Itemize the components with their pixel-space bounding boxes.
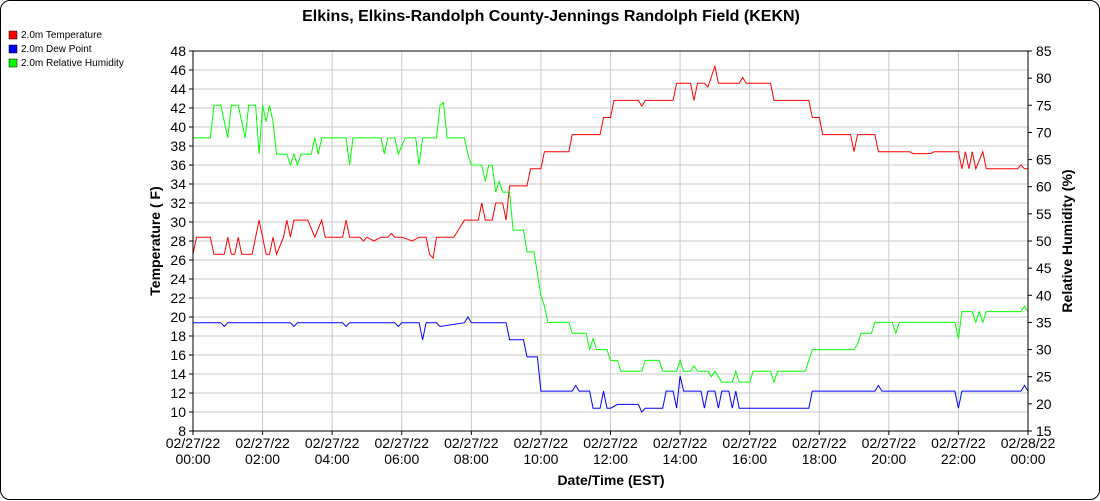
left-tick-label: 46 [170,62,186,78]
series-layer [192,64,1029,413]
legend-swatch-temperature [8,30,18,40]
left-tick-label: 36 [170,157,186,173]
left-axis-label: Temperature ( F) [147,186,163,295]
x-tick-time: 00:00 [1010,451,1045,467]
legend-swatch-dew-point [8,44,18,54]
x-tick-date: 02/27/22 [444,435,499,451]
left-tick-label: 32 [170,195,186,211]
right-axis: 15 20 25 30 35 40 45 50 55 60 65 70 75 80 85 [1028,43,1052,439]
right-tick-label: 50 [1036,233,1052,249]
left-tick-label: 34 [170,176,186,192]
left-tick-label: 20 [170,309,186,325]
x-tick-time: 02:00 [245,451,280,467]
left-tick-label: 18 [170,328,186,344]
left-tick-label: 42 [170,100,186,116]
right-tick-label: 65 [1036,152,1052,168]
x-tick-time: 00:00 [175,451,210,467]
x-tick-date: 02/27/22 [235,435,290,451]
x-tick-date: 02/27/22 [931,435,986,451]
right-tick-label: 70 [1036,124,1052,140]
series-relative-humidity-line [193,101,1029,384]
x-tick-date: 02/27/22 [514,435,569,451]
right-tick-label: 85 [1036,43,1052,59]
right-tick-label: 30 [1036,342,1052,358]
series-dew-point-line [193,316,1029,413]
left-tick-label: 16 [170,347,186,363]
left-axis: 8 10 12 14 16 18 20 22 24 26 28 30 32 34 36 38 40 42 44 46 4… [170,43,193,439]
legend: 2.0m Temperature 2.0m Dew Point 2.0m Rel… [8,30,124,69]
legend-label-temperature: 2.0m Temperature [21,30,102,41]
x-tick-time: 22:00 [941,451,976,467]
right-tick-label: 55 [1036,206,1052,222]
right-tick-label: 60 [1036,179,1052,195]
x-tick-time: 08:00 [454,451,489,467]
left-tick-label: 26 [170,252,186,268]
legend-label-dew-point: 2.0m Dew Point [21,44,92,55]
x-tick-time: 20:00 [871,451,906,467]
right-tick-label: 75 [1036,97,1052,113]
right-axis-label: Relative Humidity (%) [1059,169,1075,312]
legend-swatch-relative-humidity [8,58,18,68]
x-tick-time: 16:00 [732,451,767,467]
x-tick-time: 06:00 [384,451,419,467]
left-tick-label: 10 [170,404,186,420]
x-tick-date: 02/27/22 [305,435,360,451]
left-tick-label: 30 [170,214,186,230]
left-tick-label: 8 [178,423,186,439]
x-tick-time: 14:00 [663,451,698,467]
x-axis: 02/27/2200:0002/27/2202:0002/27/2204:000… [166,431,1056,467]
x-tick-time: 12:00 [593,451,628,467]
x-tick-date: 02/28/22 [1001,435,1056,451]
right-tick-label: 20 [1036,396,1052,412]
x-tick-date: 02/27/22 [792,435,847,451]
left-tick-label: 14 [170,366,186,382]
right-tick-label: 25 [1036,369,1052,385]
left-tick-label: 38 [170,138,186,154]
x-axis-label: Date/Time (EST) [557,472,664,488]
x-tick-date: 02/27/22 [166,435,221,451]
x-tick-date: 02/27/22 [862,435,917,451]
right-tick-label: 35 [1036,314,1052,330]
x-tick-time: 10:00 [523,451,558,467]
left-tick-label: 28 [170,233,186,249]
right-tick-label: 80 [1036,70,1052,86]
left-tick-label: 12 [170,385,186,401]
right-tick-label: 15 [1036,423,1052,439]
left-tick-label: 48 [170,43,186,59]
grid [192,50,1029,432]
x-tick-date: 02/27/22 [722,435,777,451]
x-tick-date: 02/27/22 [375,435,430,451]
x-tick-time: 04:00 [315,451,350,467]
x-tick-date: 02/27/22 [653,435,708,451]
right-tick-label: 40 [1036,287,1052,303]
x-tick-time: 18:00 [802,451,837,467]
right-tick-label: 45 [1036,260,1052,276]
left-tick-label: 24 [170,271,186,287]
legend-label-relative-humidity: 2.0m Relative Humidity [21,58,124,69]
chart-title: Elkins, Elkins-Randolph County-Jennings … [302,8,800,25]
left-tick-label: 22 [170,290,186,306]
left-tick-label: 44 [170,81,186,97]
left-tick-label: 40 [170,119,186,135]
series-temperature-line [192,64,1028,260]
x-tick-date: 02/27/22 [583,435,638,451]
